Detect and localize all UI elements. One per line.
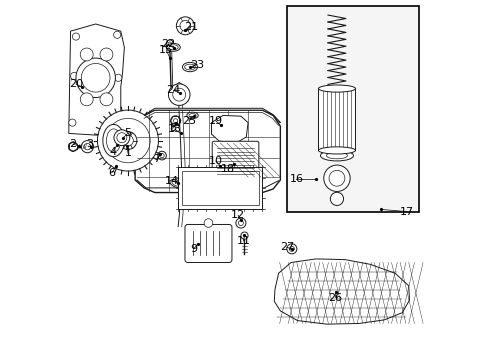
Ellipse shape bbox=[318, 85, 355, 92]
FancyBboxPatch shape bbox=[212, 141, 258, 179]
Polygon shape bbox=[69, 24, 124, 135]
Text: 9: 9 bbox=[190, 244, 197, 254]
Circle shape bbox=[172, 88, 185, 101]
Text: 18: 18 bbox=[221, 164, 235, 174]
Text: 21: 21 bbox=[184, 22, 198, 32]
Ellipse shape bbox=[188, 114, 196, 117]
Polygon shape bbox=[274, 259, 408, 324]
Text: 2: 2 bbox=[69, 139, 77, 149]
Circle shape bbox=[170, 116, 180, 126]
Text: 25: 25 bbox=[182, 116, 196, 126]
Circle shape bbox=[158, 151, 166, 160]
Polygon shape bbox=[144, 108, 280, 123]
Bar bbox=[286, 6, 418, 212]
Ellipse shape bbox=[102, 125, 124, 157]
Circle shape bbox=[176, 17, 194, 35]
Text: 23: 23 bbox=[190, 59, 204, 69]
Circle shape bbox=[119, 132, 137, 149]
Text: 19: 19 bbox=[208, 116, 223, 126]
Ellipse shape bbox=[172, 181, 181, 186]
Text: 27: 27 bbox=[279, 242, 293, 252]
FancyBboxPatch shape bbox=[184, 225, 231, 262]
Text: 24: 24 bbox=[166, 85, 180, 95]
Circle shape bbox=[81, 63, 110, 92]
Circle shape bbox=[328, 170, 344, 186]
Circle shape bbox=[173, 119, 178, 123]
Ellipse shape bbox=[325, 152, 347, 159]
Bar bbox=[318, 89, 355, 150]
Circle shape bbox=[113, 31, 121, 39]
Ellipse shape bbox=[184, 64, 195, 70]
Ellipse shape bbox=[182, 62, 197, 72]
Text: 22: 22 bbox=[161, 40, 175, 49]
Circle shape bbox=[97, 110, 158, 171]
Circle shape bbox=[70, 72, 78, 80]
Text: 4: 4 bbox=[109, 147, 116, 157]
Polygon shape bbox=[171, 82, 187, 105]
Text: 7: 7 bbox=[153, 154, 160, 164]
Circle shape bbox=[160, 153, 164, 158]
Circle shape bbox=[69, 119, 76, 126]
Circle shape bbox=[238, 221, 243, 226]
Text: 16: 16 bbox=[289, 174, 303, 184]
Bar bbox=[178, 167, 262, 209]
Text: 6: 6 bbox=[108, 168, 115, 178]
Text: 13: 13 bbox=[167, 124, 181, 134]
Circle shape bbox=[235, 218, 245, 228]
Circle shape bbox=[241, 232, 247, 239]
Circle shape bbox=[203, 219, 212, 227]
Text: 26: 26 bbox=[327, 293, 342, 303]
Circle shape bbox=[289, 246, 294, 251]
Circle shape bbox=[80, 93, 93, 106]
Circle shape bbox=[286, 244, 296, 254]
Ellipse shape bbox=[186, 112, 198, 119]
Ellipse shape bbox=[167, 42, 172, 49]
Bar bbox=[182, 171, 258, 205]
Circle shape bbox=[115, 119, 122, 126]
Circle shape bbox=[323, 165, 349, 192]
Circle shape bbox=[68, 142, 78, 151]
Ellipse shape bbox=[168, 45, 178, 50]
Polygon shape bbox=[211, 116, 247, 142]
Circle shape bbox=[100, 48, 113, 61]
Text: 12: 12 bbox=[230, 210, 244, 220]
Circle shape bbox=[115, 74, 122, 81]
Polygon shape bbox=[135, 110, 280, 193]
Ellipse shape bbox=[165, 40, 174, 51]
Text: 17: 17 bbox=[399, 207, 413, 217]
Circle shape bbox=[72, 33, 80, 40]
Ellipse shape bbox=[106, 129, 121, 152]
Text: 14: 14 bbox=[164, 176, 179, 186]
Circle shape bbox=[330, 192, 343, 206]
Text: 10: 10 bbox=[208, 156, 223, 166]
Text: 15: 15 bbox=[159, 45, 173, 55]
Circle shape bbox=[81, 140, 93, 153]
Text: 20: 20 bbox=[69, 79, 83, 89]
Text: 5: 5 bbox=[124, 129, 131, 138]
Circle shape bbox=[80, 48, 93, 61]
Circle shape bbox=[76, 58, 115, 98]
Circle shape bbox=[180, 21, 190, 31]
Circle shape bbox=[84, 143, 90, 150]
Ellipse shape bbox=[166, 43, 180, 51]
Circle shape bbox=[168, 84, 190, 105]
Circle shape bbox=[122, 135, 133, 146]
Ellipse shape bbox=[169, 180, 183, 188]
Text: 1: 1 bbox=[124, 148, 131, 158]
Text: 3: 3 bbox=[86, 139, 93, 149]
Ellipse shape bbox=[320, 150, 353, 161]
Circle shape bbox=[100, 93, 113, 106]
Ellipse shape bbox=[318, 147, 355, 154]
Circle shape bbox=[105, 118, 150, 163]
Circle shape bbox=[117, 133, 126, 143]
Circle shape bbox=[114, 130, 129, 145]
Text: 8: 8 bbox=[169, 123, 176, 133]
Text: 11: 11 bbox=[236, 236, 250, 246]
